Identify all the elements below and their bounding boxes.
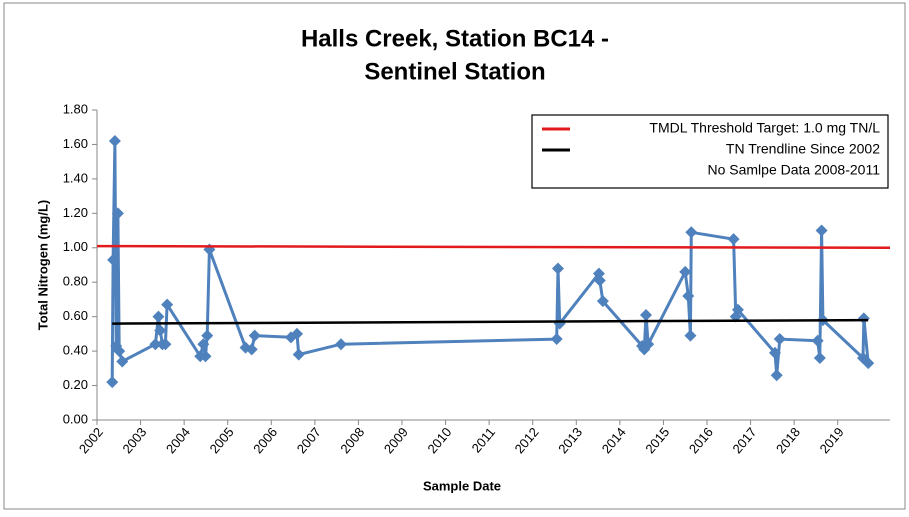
y-tick-label: 1.40 (63, 170, 88, 185)
data-point (682, 290, 695, 302)
y-tick-label: 0.60 (63, 308, 88, 323)
data-point (107, 253, 120, 266)
data-point (862, 357, 875, 370)
y-tick-label: 1.80 (63, 101, 88, 116)
data-point (679, 265, 692, 278)
data-point (292, 348, 305, 361)
data-point (161, 298, 174, 311)
data-point (773, 333, 786, 346)
data-point (596, 295, 609, 308)
y-tick-label: 0.20 (63, 377, 88, 392)
data-point (335, 338, 347, 351)
data-point (290, 327, 303, 340)
data-point (642, 338, 655, 351)
data-point (811, 334, 824, 347)
y-tick-label: 1.00 (63, 239, 88, 254)
data-point (593, 274, 606, 287)
x-axis-label: Sample Date (423, 478, 501, 493)
legend-box (531, 114, 889, 189)
legend: TMDL Threshold Target: 1.0 mg TN/L TN Tre… (531, 114, 889, 189)
y-tick-label: 1.60 (63, 136, 88, 151)
data-point (550, 333, 563, 346)
data-point (815, 224, 828, 237)
data-point (768, 346, 781, 359)
data-point (551, 262, 564, 275)
data-point (152, 310, 165, 323)
y-tick-label: 0.00 (63, 411, 88, 426)
data-point (770, 369, 783, 382)
chart-frame (3, 2, 906, 510)
data-point (108, 135, 121, 147)
legend-label: TMDL Threshold Target: 1.0 mg TN/L (649, 120, 880, 136)
legend-note: No Samlpe Data 2008-2011 (707, 162, 880, 178)
data-point (727, 233, 740, 246)
data-point (201, 329, 214, 342)
y-tick-label: 0.80 (63, 274, 88, 289)
data-point (199, 350, 212, 363)
data-point (113, 345, 126, 358)
data-point (248, 329, 261, 342)
data-point (111, 207, 124, 220)
y-axis-label: Total Nitrogen (mg/L) (35, 200, 50, 330)
data-point (640, 308, 652, 321)
y-tick-label: 0.40 (63, 343, 88, 358)
data-point (731, 303, 744, 316)
legend-label: TN Trendline Since 2002 (726, 141, 880, 157)
data-point (685, 226, 698, 239)
data-point (245, 343, 258, 356)
data-point (813, 352, 826, 364)
series-line (96, 244, 891, 250)
data-point (159, 338, 172, 351)
series-line (112, 318, 869, 325)
data-point (154, 324, 167, 337)
chart-title: Sentinel Station (364, 58, 545, 85)
data-point (857, 312, 870, 325)
y-tick-label: 1.20 (63, 205, 88, 220)
chart-title: Halls Creek, Station BC14 - (301, 25, 609, 52)
data-point (684, 329, 697, 342)
data-point (197, 338, 210, 351)
data-point (592, 267, 605, 280)
data-point (116, 355, 129, 368)
data-point (106, 376, 119, 389)
data-point (149, 338, 162, 351)
